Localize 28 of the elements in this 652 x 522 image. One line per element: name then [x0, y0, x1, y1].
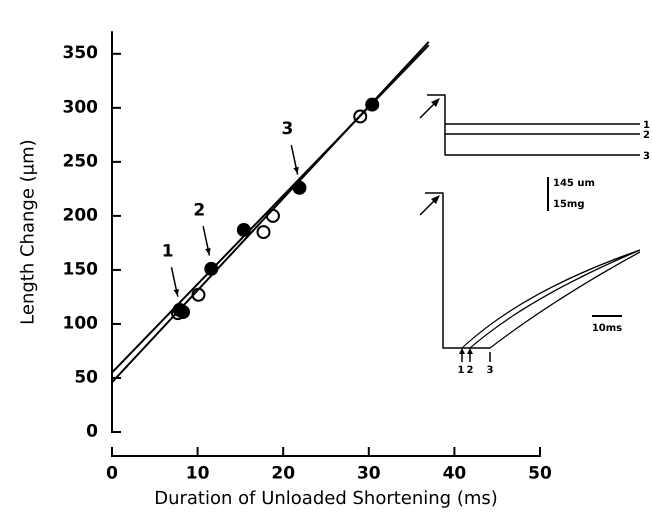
text: 10ms [592, 323, 622, 334]
y-tick-label: 300 [62, 97, 98, 118]
annotation: 3 [486, 365, 494, 376]
y-tick-label: 200 [62, 205, 98, 226]
y-tick-label: 0 [86, 421, 98, 442]
x-axis-title: Duration of Unloaded Shortening (ms) [154, 488, 498, 509]
y-tick-label: 350 [62, 43, 98, 64]
text: 2 [643, 130, 650, 141]
x-tick-label: 10 [186, 464, 210, 484]
y-axis-title: Length Change (μm) [17, 139, 38, 325]
text: 1 [643, 120, 650, 131]
y-tick-label: 50 [74, 367, 98, 388]
text: 15mg [553, 199, 584, 210]
y-tick-label: 100 [62, 313, 98, 334]
y-tick-label: 250 [62, 151, 98, 172]
annotation: 1 [162, 241, 174, 262]
text: 3 [643, 151, 650, 162]
y-tick-label: 150 [62, 259, 98, 280]
x-tick-label: 40 [442, 464, 466, 484]
text: 145 um [553, 178, 595, 189]
annotation: 3 [282, 119, 294, 140]
annotation: 2 [193, 200, 206, 220]
x-tick-label: 30 [356, 464, 381, 484]
annotation: 1 [458, 365, 465, 376]
x-tick-label: 50 [528, 464, 552, 484]
x-tick-label: 20 [271, 464, 296, 484]
x-tick-label: 0 [106, 464, 118, 484]
annotation: 2 [466, 365, 474, 376]
